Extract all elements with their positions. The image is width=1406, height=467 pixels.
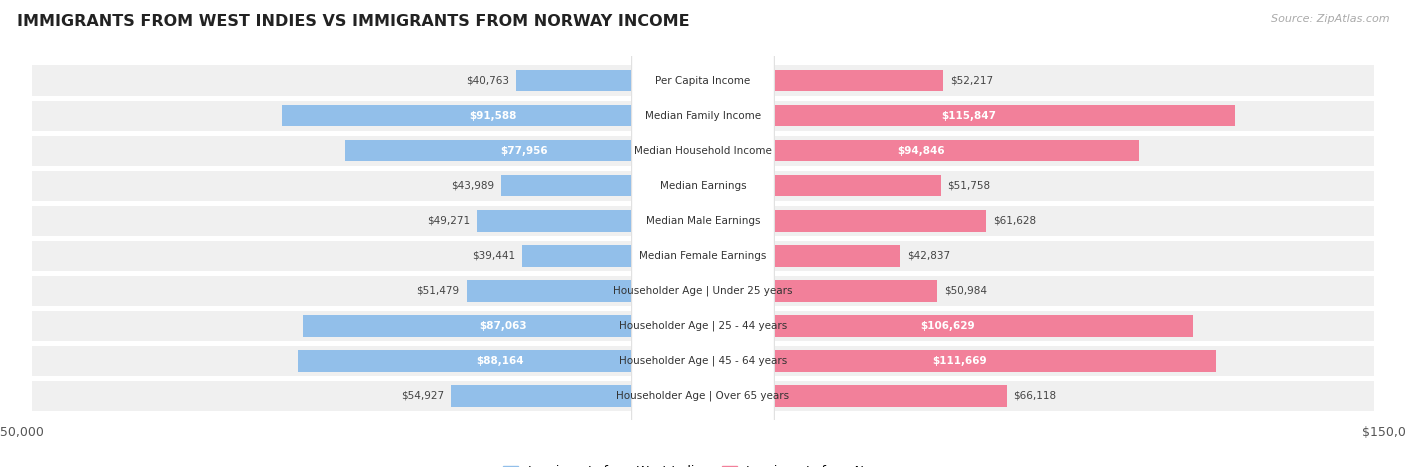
Bar (304, 315, 703, 337)
Text: $115,847: $115,847 (942, 111, 997, 120)
Bar (703, 280, 938, 302)
Text: $88,164: $88,164 (477, 356, 524, 366)
Text: Householder Age | Over 65 years: Householder Age | Over 65 years (616, 390, 790, 401)
FancyBboxPatch shape (631, 0, 775, 467)
FancyBboxPatch shape (631, 0, 775, 467)
Text: $49,271: $49,271 (426, 216, 470, 226)
Text: Median Family Income: Median Family Income (645, 111, 761, 120)
Text: $50,984: $50,984 (943, 286, 987, 296)
Text: Per Capita Income: Per Capita Income (655, 76, 751, 85)
Bar (703, 210, 986, 232)
Text: $61,628: $61,628 (993, 216, 1036, 226)
Bar (344, 140, 703, 162)
Text: $51,479: $51,479 (416, 286, 460, 296)
Bar (298, 350, 703, 372)
FancyBboxPatch shape (631, 0, 775, 467)
Text: Median Household Income: Median Household Income (634, 146, 772, 156)
Text: $111,669: $111,669 (932, 356, 987, 366)
Text: $42,837: $42,837 (907, 251, 950, 261)
Text: Householder Age | 25 - 44 years: Householder Age | 25 - 44 years (619, 320, 787, 331)
Text: $106,629: $106,629 (921, 321, 976, 331)
Bar (32, 276, 1374, 306)
Bar (283, 105, 703, 127)
Bar (703, 70, 943, 92)
FancyBboxPatch shape (631, 0, 775, 467)
Text: $87,063: $87,063 (479, 321, 527, 331)
Bar (477, 210, 703, 232)
Text: $51,758: $51,758 (948, 181, 991, 191)
Text: Median Earnings: Median Earnings (659, 181, 747, 191)
Text: Source: ZipAtlas.com: Source: ZipAtlas.com (1271, 14, 1389, 24)
FancyBboxPatch shape (631, 0, 775, 467)
FancyBboxPatch shape (631, 0, 775, 467)
Text: IMMIGRANTS FROM WEST INDIES VS IMMIGRANTS FROM NORWAY INCOME: IMMIGRANTS FROM WEST INDIES VS IMMIGRANT… (17, 14, 689, 29)
Text: $40,763: $40,763 (465, 76, 509, 85)
Text: $77,956: $77,956 (501, 146, 548, 156)
Bar (703, 105, 1234, 127)
Text: Householder Age | 45 - 64 years: Householder Age | 45 - 64 years (619, 355, 787, 366)
FancyBboxPatch shape (631, 0, 775, 467)
Text: $91,588: $91,588 (470, 111, 516, 120)
Bar (467, 280, 703, 302)
Bar (32, 205, 1374, 236)
Text: $94,846: $94,846 (897, 146, 945, 156)
Bar (703, 315, 1192, 337)
Bar (703, 245, 900, 267)
FancyBboxPatch shape (631, 0, 775, 467)
FancyBboxPatch shape (631, 0, 775, 467)
Bar (32, 65, 1374, 96)
Bar (703, 350, 1216, 372)
Bar (32, 170, 1374, 201)
Text: $43,989: $43,989 (451, 181, 494, 191)
Text: $66,118: $66,118 (1014, 391, 1057, 401)
Bar (32, 135, 1374, 166)
Text: Householder Age | Under 25 years: Householder Age | Under 25 years (613, 285, 793, 296)
Text: $52,217: $52,217 (949, 76, 993, 85)
Bar (32, 100, 1374, 131)
Bar (32, 311, 1374, 341)
Bar (703, 140, 1139, 162)
Bar (703, 385, 1007, 407)
Text: $39,441: $39,441 (472, 251, 515, 261)
FancyBboxPatch shape (631, 0, 775, 467)
Bar (501, 175, 703, 197)
Bar (522, 245, 703, 267)
Legend: Immigrants from West Indies, Immigrants from Norway: Immigrants from West Indies, Immigrants … (498, 460, 908, 467)
Text: Median Female Earnings: Median Female Earnings (640, 251, 766, 261)
Bar (516, 70, 703, 92)
Bar (451, 385, 703, 407)
Text: $54,927: $54,927 (401, 391, 444, 401)
Bar (32, 381, 1374, 411)
Bar (703, 175, 941, 197)
Bar (32, 241, 1374, 271)
Text: Median Male Earnings: Median Male Earnings (645, 216, 761, 226)
Bar (32, 346, 1374, 376)
